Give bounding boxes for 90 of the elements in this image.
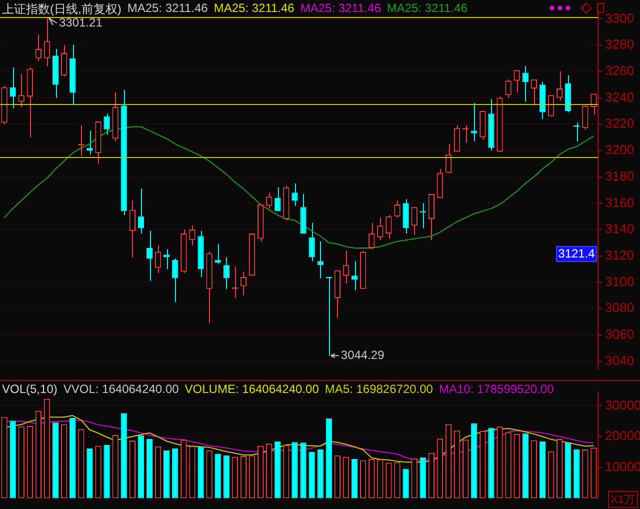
candlestick [454, 124, 460, 152]
bar [326, 418, 332, 498]
y-tick-label: 3200 [605, 142, 634, 158]
candlestick [223, 256, 230, 290]
candlestick [308, 222, 315, 262]
candlestick [394, 200, 400, 218]
candlestick [129, 200, 136, 258]
candlestick [386, 214, 392, 240]
chart-title: VOL(5,10) [2, 382, 58, 396]
candlestick [18, 74, 24, 108]
bar [120, 413, 127, 498]
y-tick-label: 3240 [605, 89, 634, 104]
candlestick [514, 70, 520, 93]
bar [10, 420, 16, 498]
y-tick-label: 3280 [605, 36, 634, 52]
bar [420, 457, 426, 498]
candlestick [44, 16, 50, 67]
candlestick [351, 260, 358, 291]
bar [138, 435, 144, 498]
y-tick-label: 3220 [605, 116, 634, 131]
candlestick [428, 193, 434, 241]
bar [300, 442, 306, 498]
candlestick [154, 244, 162, 274]
bar [317, 449, 324, 498]
annotation: 3044.29 [340, 348, 385, 362]
y-tick-label: 3040 [605, 352, 634, 368]
candlestick [146, 230, 153, 282]
bar [70, 418, 76, 498]
candlestick [104, 113, 110, 136]
y-tick-label: 3300 [605, 10, 634, 26]
candlestick [60, 44, 68, 78]
y-tick-label: 3260 [605, 62, 634, 78]
y-tick-label: 3060 [605, 326, 634, 342]
y-tick-label: 3140 [605, 221, 634, 236]
candlestick [590, 93, 597, 116]
annotation: MA25: 3211.46 [127, 1, 208, 17]
bar [308, 452, 315, 498]
bar [522, 433, 528, 498]
bar [565, 442, 572, 498]
bar [164, 450, 170, 498]
bar [146, 438, 153, 498]
bar [488, 428, 494, 498]
bar [223, 455, 230, 498]
bar [198, 446, 204, 498]
text: MA10: 178599520.00 [438, 382, 554, 396]
bar [86, 448, 93, 498]
bar [172, 448, 178, 498]
bar [104, 444, 110, 498]
candlestick [402, 198, 409, 234]
candlestick [445, 143, 452, 174]
annotation: 3121.4 [558, 246, 596, 260]
annotation: MA25: 3211.46 [214, 1, 294, 17]
annotation: 3301.21 [58, 15, 103, 30]
bar [471, 423, 478, 498]
candlestick [10, 66, 16, 109]
candlestick [317, 240, 324, 279]
chart-title: 上证指数(日线,前复权) [2, 1, 122, 18]
candlestick [138, 188, 144, 234]
annotation: VVOL: 164064240.00 [63, 382, 179, 396]
bar [292, 442, 298, 498]
candlestick [522, 66, 528, 102]
candlestick [292, 182, 298, 206]
candlestick [505, 78, 512, 98]
bar [351, 459, 358, 498]
candlestick [342, 250, 350, 284]
text: MA25: 3211.46 [386, 1, 468, 17]
bar [52, 422, 59, 498]
y-tick-label: 3180 [605, 168, 634, 184]
candlestick [582, 105, 588, 130]
candlestick [274, 186, 281, 212]
candlestick [172, 258, 178, 302]
candlestick [471, 102, 478, 142]
y-tick-label: 3100 [605, 274, 634, 289]
y-tick-label: 3120 [605, 247, 634, 262]
bar [574, 449, 580, 498]
candlestick [436, 168, 444, 198]
candlestick [411, 206, 418, 236]
annotation: MA25: 3211.46 [300, 1, 381, 17]
y-axis-title: X1万 [608, 491, 638, 508]
y-tick-label: 3080 [605, 300, 634, 316]
text: MA5: 169826720.00 [324, 382, 433, 396]
candlestick [368, 222, 375, 250]
candlestick [377, 217, 384, 241]
candlestick [189, 225, 196, 246]
bar [539, 441, 546, 498]
y-tick-label: 3160 [605, 194, 634, 210]
bar [214, 454, 221, 498]
annotation: VOLUME: 164064240.00 [184, 382, 319, 396]
bar [402, 468, 409, 498]
bar [274, 441, 281, 498]
